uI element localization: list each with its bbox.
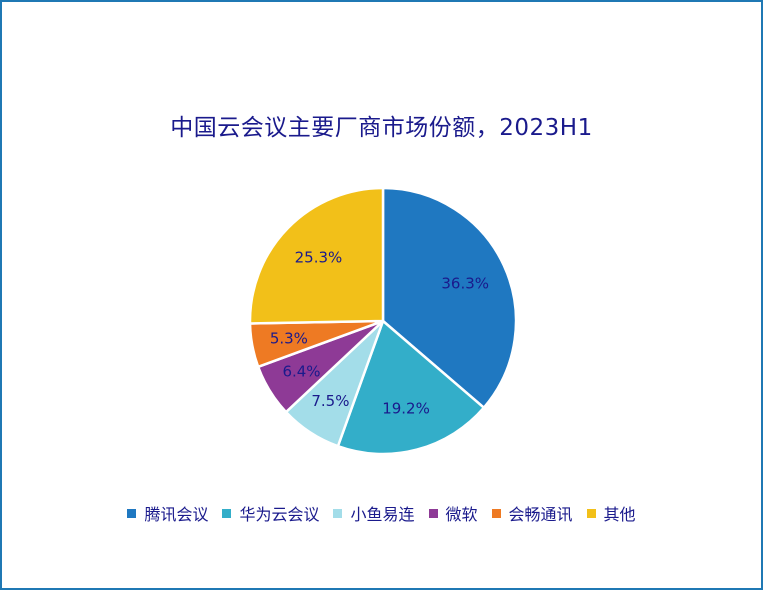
pie-slice-2	[336, 318, 486, 456]
legend-label: 小鱼易连	[350, 505, 415, 524]
legend-item: 小鱼易连	[333, 501, 415, 525]
legend-swatch	[491, 508, 501, 518]
legend-item: 会畅通讯	[491, 501, 573, 525]
pie-slice-6	[248, 186, 385, 325]
legend-item: 腾讯会议	[127, 501, 208, 525]
chart-title: 中国云会议主要厂商市场份额，2023H1	[170, 115, 593, 141]
legend-label: 腾讯会议	[144, 505, 209, 524]
legend-label: 华为云会议	[239, 505, 320, 524]
legend-label: 微软	[445, 505, 478, 524]
legend-swatch	[428, 508, 438, 518]
legend-item: 微软	[428, 501, 478, 525]
legend-swatch	[127, 508, 137, 518]
slice-value-label: 36.3%	[441, 274, 489, 292]
legend-label: 会畅通讯	[508, 505, 573, 524]
legend-swatch	[222, 508, 232, 518]
slice-value-label: 7.5%	[311, 392, 349, 410]
slice-value-label: 5.3%	[270, 330, 308, 348]
slice-value-label: 6.4%	[282, 362, 320, 380]
slice-value-label: 25.3%	[295, 249, 343, 267]
legend-swatch	[586, 508, 596, 518]
legend-item: 华为云会议	[222, 501, 319, 525]
legend-item: 其他	[586, 501, 636, 525]
slice-value-label: 19.2%	[382, 399, 430, 417]
chart-legend: 腾讯会议 华为云会议 小鱼易连 微软 会畅通讯 其他	[0, 501, 763, 525]
legend-swatch	[333, 508, 343, 518]
pie-slice-1	[381, 186, 518, 410]
legend-label: 其他	[603, 505, 636, 524]
